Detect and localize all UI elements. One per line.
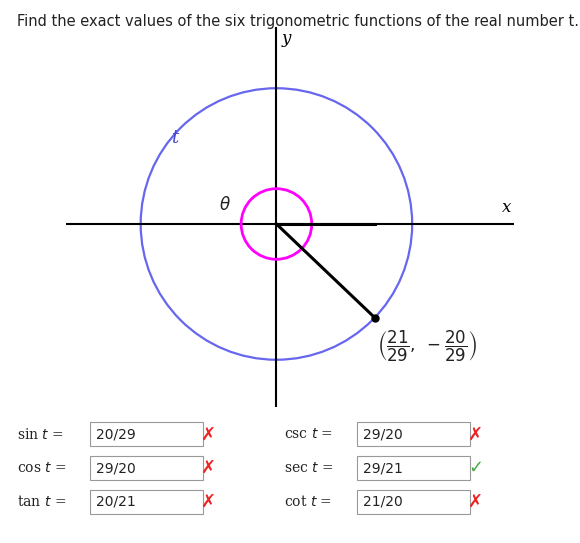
Text: ✗: ✗ <box>468 493 483 511</box>
Text: ✗: ✗ <box>201 459 216 477</box>
Text: cos $t$ =: cos $t$ = <box>17 461 68 475</box>
Text: ✗: ✗ <box>201 425 216 444</box>
Text: ✗: ✗ <box>201 493 216 511</box>
Text: Find the exact values of the six trigonometric functions of the real number t.: Find the exact values of the six trigono… <box>17 14 579 29</box>
Text: y: y <box>282 30 291 47</box>
Text: x: x <box>502 199 512 216</box>
Text: 29/21: 29/21 <box>362 461 403 475</box>
Text: 20/29: 20/29 <box>96 427 136 441</box>
Text: 29/20: 29/20 <box>362 427 403 441</box>
Text: tan $t$ =: tan $t$ = <box>17 494 68 509</box>
Text: t: t <box>171 129 178 147</box>
Text: $\left(\dfrac{21}{29},\ -\dfrac{20}{29}\right)$: $\left(\dfrac{21}{29},\ -\dfrac{20}{29}\… <box>378 329 477 364</box>
Text: 29/20: 29/20 <box>96 461 136 475</box>
Text: ✗: ✗ <box>468 425 483 444</box>
Text: $\theta$: $\theta$ <box>219 197 231 214</box>
Text: ✓: ✓ <box>468 459 483 477</box>
Text: 20/21: 20/21 <box>96 495 136 509</box>
Text: 21/20: 21/20 <box>362 495 403 509</box>
Text: sec $t$ =: sec $t$ = <box>284 461 335 475</box>
Text: sin $t$ =: sin $t$ = <box>17 427 66 442</box>
Text: cot $t$ =: cot $t$ = <box>284 494 334 509</box>
Text: csc $t$ =: csc $t$ = <box>284 427 335 441</box>
